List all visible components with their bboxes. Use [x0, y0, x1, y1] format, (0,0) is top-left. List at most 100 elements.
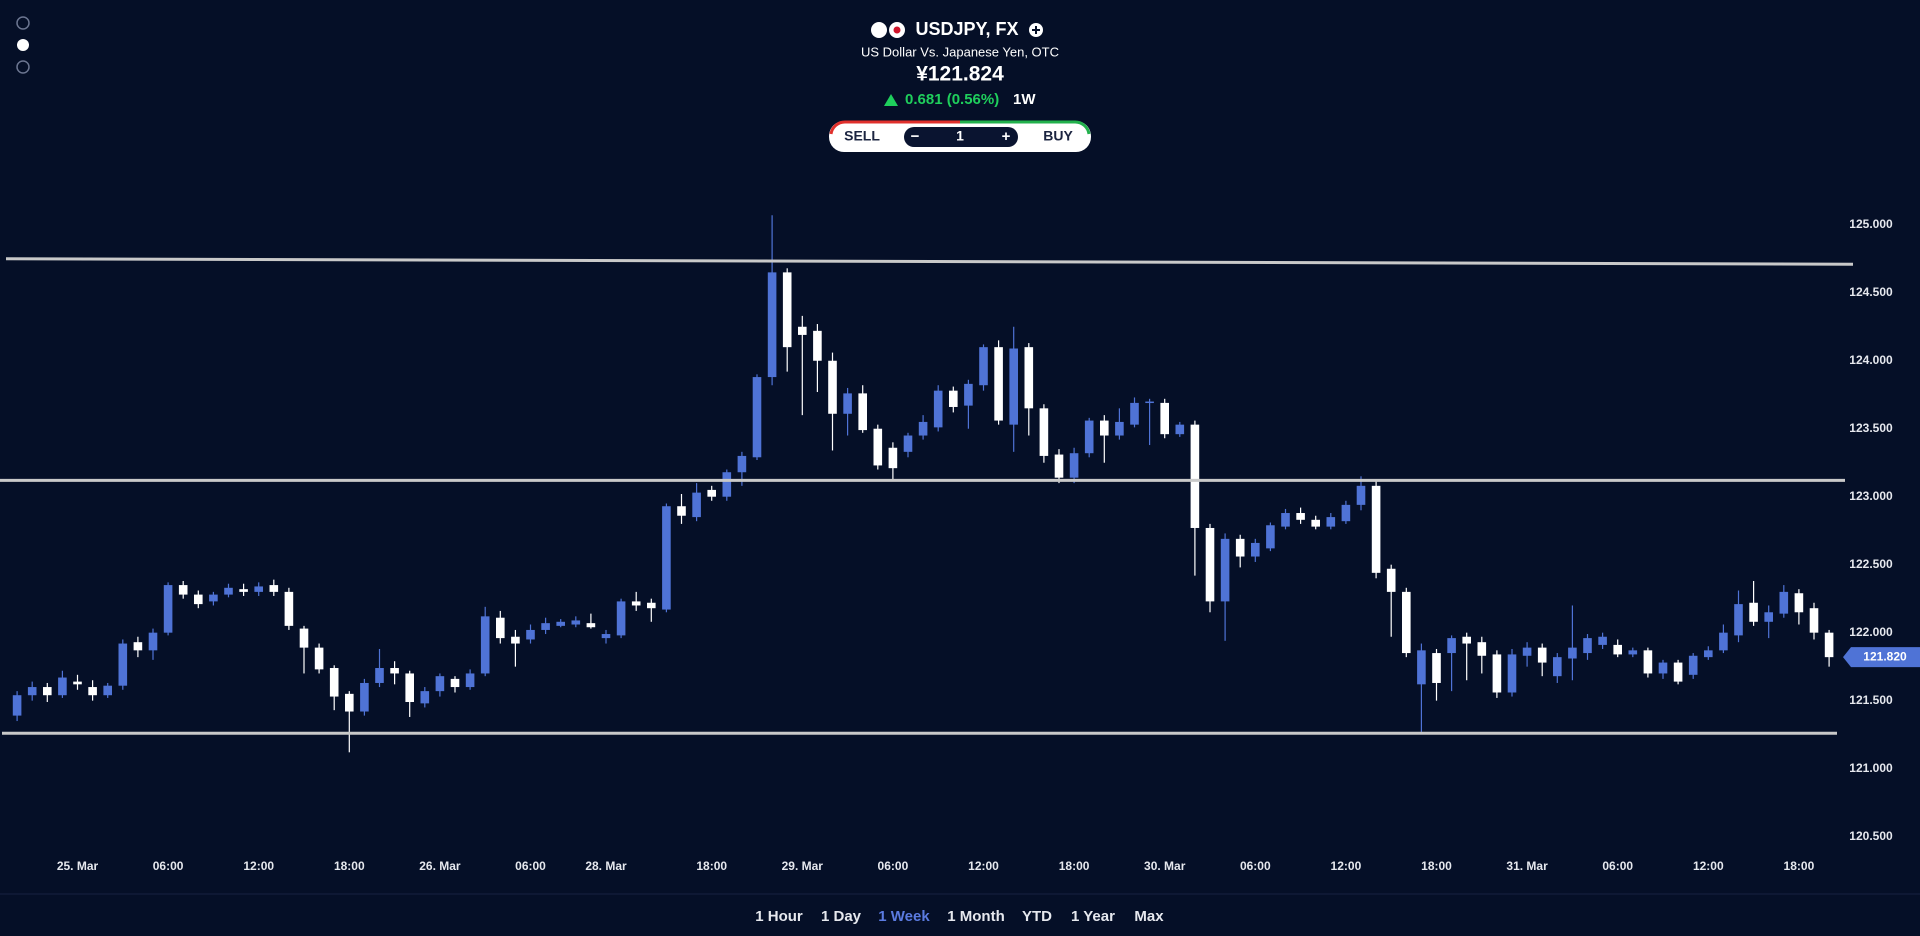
candle-body: [299, 628, 309, 648]
range-button[interactable]: 1 Week: [878, 908, 930, 925]
tool-icon[interactable]: [16, 60, 30, 74]
candle-body: [209, 594, 218, 602]
price-change: 0.681 (0.56%): [905, 91, 999, 108]
candle-body: [1749, 602, 1758, 622]
minus-button[interactable]: −: [911, 128, 920, 145]
candle-body: [767, 272, 777, 378]
candle-body: [194, 594, 203, 605]
candle-body: [1553, 657, 1562, 677]
candle-body: [1824, 632, 1834, 658]
candle-body: [813, 330, 822, 361]
price: ¥121.824: [916, 63, 1004, 86]
symbol-title: USDJPY, FX: [915, 19, 1018, 39]
candle-body: [1145, 401, 1154, 404]
candle-body: [1371, 485, 1381, 573]
candle-body: [43, 687, 52, 696]
candle-body: [1100, 420, 1109, 436]
candle-body: [1658, 662, 1668, 674]
candle-body: [1447, 638, 1456, 654]
x-tick-label: 12:00: [243, 859, 274, 873]
buy-button[interactable]: BUY: [1043, 128, 1073, 144]
last-price-marker: [1843, 647, 1920, 668]
x-tick-label: 26. Mar: [419, 859, 461, 873]
x-tick-label: 06:00: [878, 859, 909, 873]
x-tick-label: 06:00: [153, 859, 184, 873]
candle-body: [496, 617, 505, 639]
y-tick-label: 122.500: [1849, 557, 1893, 571]
candle-body: [269, 585, 279, 592]
candle-body: [1568, 647, 1577, 659]
x-tick-label: 18:00: [334, 859, 365, 873]
x-tick-label: 18:00: [696, 859, 727, 873]
y-tick-label: 124.500: [1849, 285, 1893, 299]
candle-body: [88, 687, 97, 696]
candle-body: [254, 586, 263, 592]
candle-body: [163, 585, 173, 633]
candle-body: [677, 506, 686, 516]
range-button[interactable]: 1 Year: [1071, 908, 1115, 925]
candle-body: [737, 455, 747, 473]
candle-body: [571, 620, 581, 625]
candle-body: [1809, 608, 1819, 633]
candle-body: [133, 642, 143, 651]
y-tick-label: 121.000: [1849, 761, 1893, 775]
sell-button[interactable]: SELL: [844, 128, 880, 144]
candle-body: [782, 272, 792, 348]
x-tick-label: 12:00: [968, 859, 999, 873]
candle-body: [435, 676, 445, 692]
candle-body: [526, 629, 535, 640]
up-arrow: [884, 94, 898, 106]
range-button[interactable]: Max: [1134, 908, 1164, 925]
tool-icon[interactable]: [16, 16, 30, 30]
candle-body: [843, 393, 852, 414]
x-tick-label: 25. Mar: [57, 859, 99, 873]
candle-body: [1130, 402, 1139, 425]
buy-border: [960, 120, 1091, 135]
candle-body: [465, 673, 475, 688]
tool-icon[interactable]: [17, 39, 29, 51]
candle-body: [1764, 612, 1773, 622]
candle-body: [1356, 485, 1366, 505]
candle-body: [360, 682, 369, 712]
y-tick-label: 124.000: [1849, 353, 1893, 367]
add-icon-plus: [1032, 26, 1040, 34]
candle-body: [994, 347, 1003, 421]
candle-body: [1522, 647, 1532, 656]
candle-body: [1341, 504, 1351, 522]
candle-body: [1734, 604, 1743, 636]
candle-body: [918, 421, 928, 436]
candle-body: [1492, 654, 1502, 693]
candle-body: [405, 673, 414, 703]
candle-body: [511, 636, 520, 644]
x-tick-label: 06:00: [1602, 859, 1633, 873]
candle-body: [1266, 525, 1275, 549]
candle-body: [1326, 517, 1336, 527]
range-button[interactable]: 1 Day: [821, 908, 862, 925]
candle-body: [1009, 348, 1018, 425]
candle-body: [1462, 636, 1471, 644]
candle-body: [1281, 513, 1290, 527]
candle-body: [1613, 644, 1622, 655]
candle-body: [707, 489, 716, 497]
quantity[interactable]: 1: [956, 128, 964, 144]
candle-body: [586, 623, 596, 628]
range-button[interactable]: 1 Month: [947, 908, 1005, 925]
x-tick-label: 28. Mar: [585, 859, 627, 873]
candle-body: [556, 621, 565, 626]
plus-button[interactable]: +: [1002, 128, 1011, 145]
candle-body: [601, 634, 611, 639]
candle-body: [390, 668, 399, 674]
x-tick-label: 30. Mar: [1144, 859, 1186, 873]
x-tick-label: 12:00: [1331, 859, 1362, 873]
candle-body: [1402, 591, 1411, 654]
candle-body: [329, 668, 339, 697]
tool-icons: [16, 16, 30, 74]
candle-body: [1673, 662, 1683, 682]
range-button[interactable]: YTD: [1022, 908, 1052, 925]
candle-body: [148, 632, 158, 651]
candle-body: [616, 601, 626, 636]
candle-body: [103, 685, 112, 696]
range-button[interactable]: 1 Hour: [755, 908, 803, 925]
